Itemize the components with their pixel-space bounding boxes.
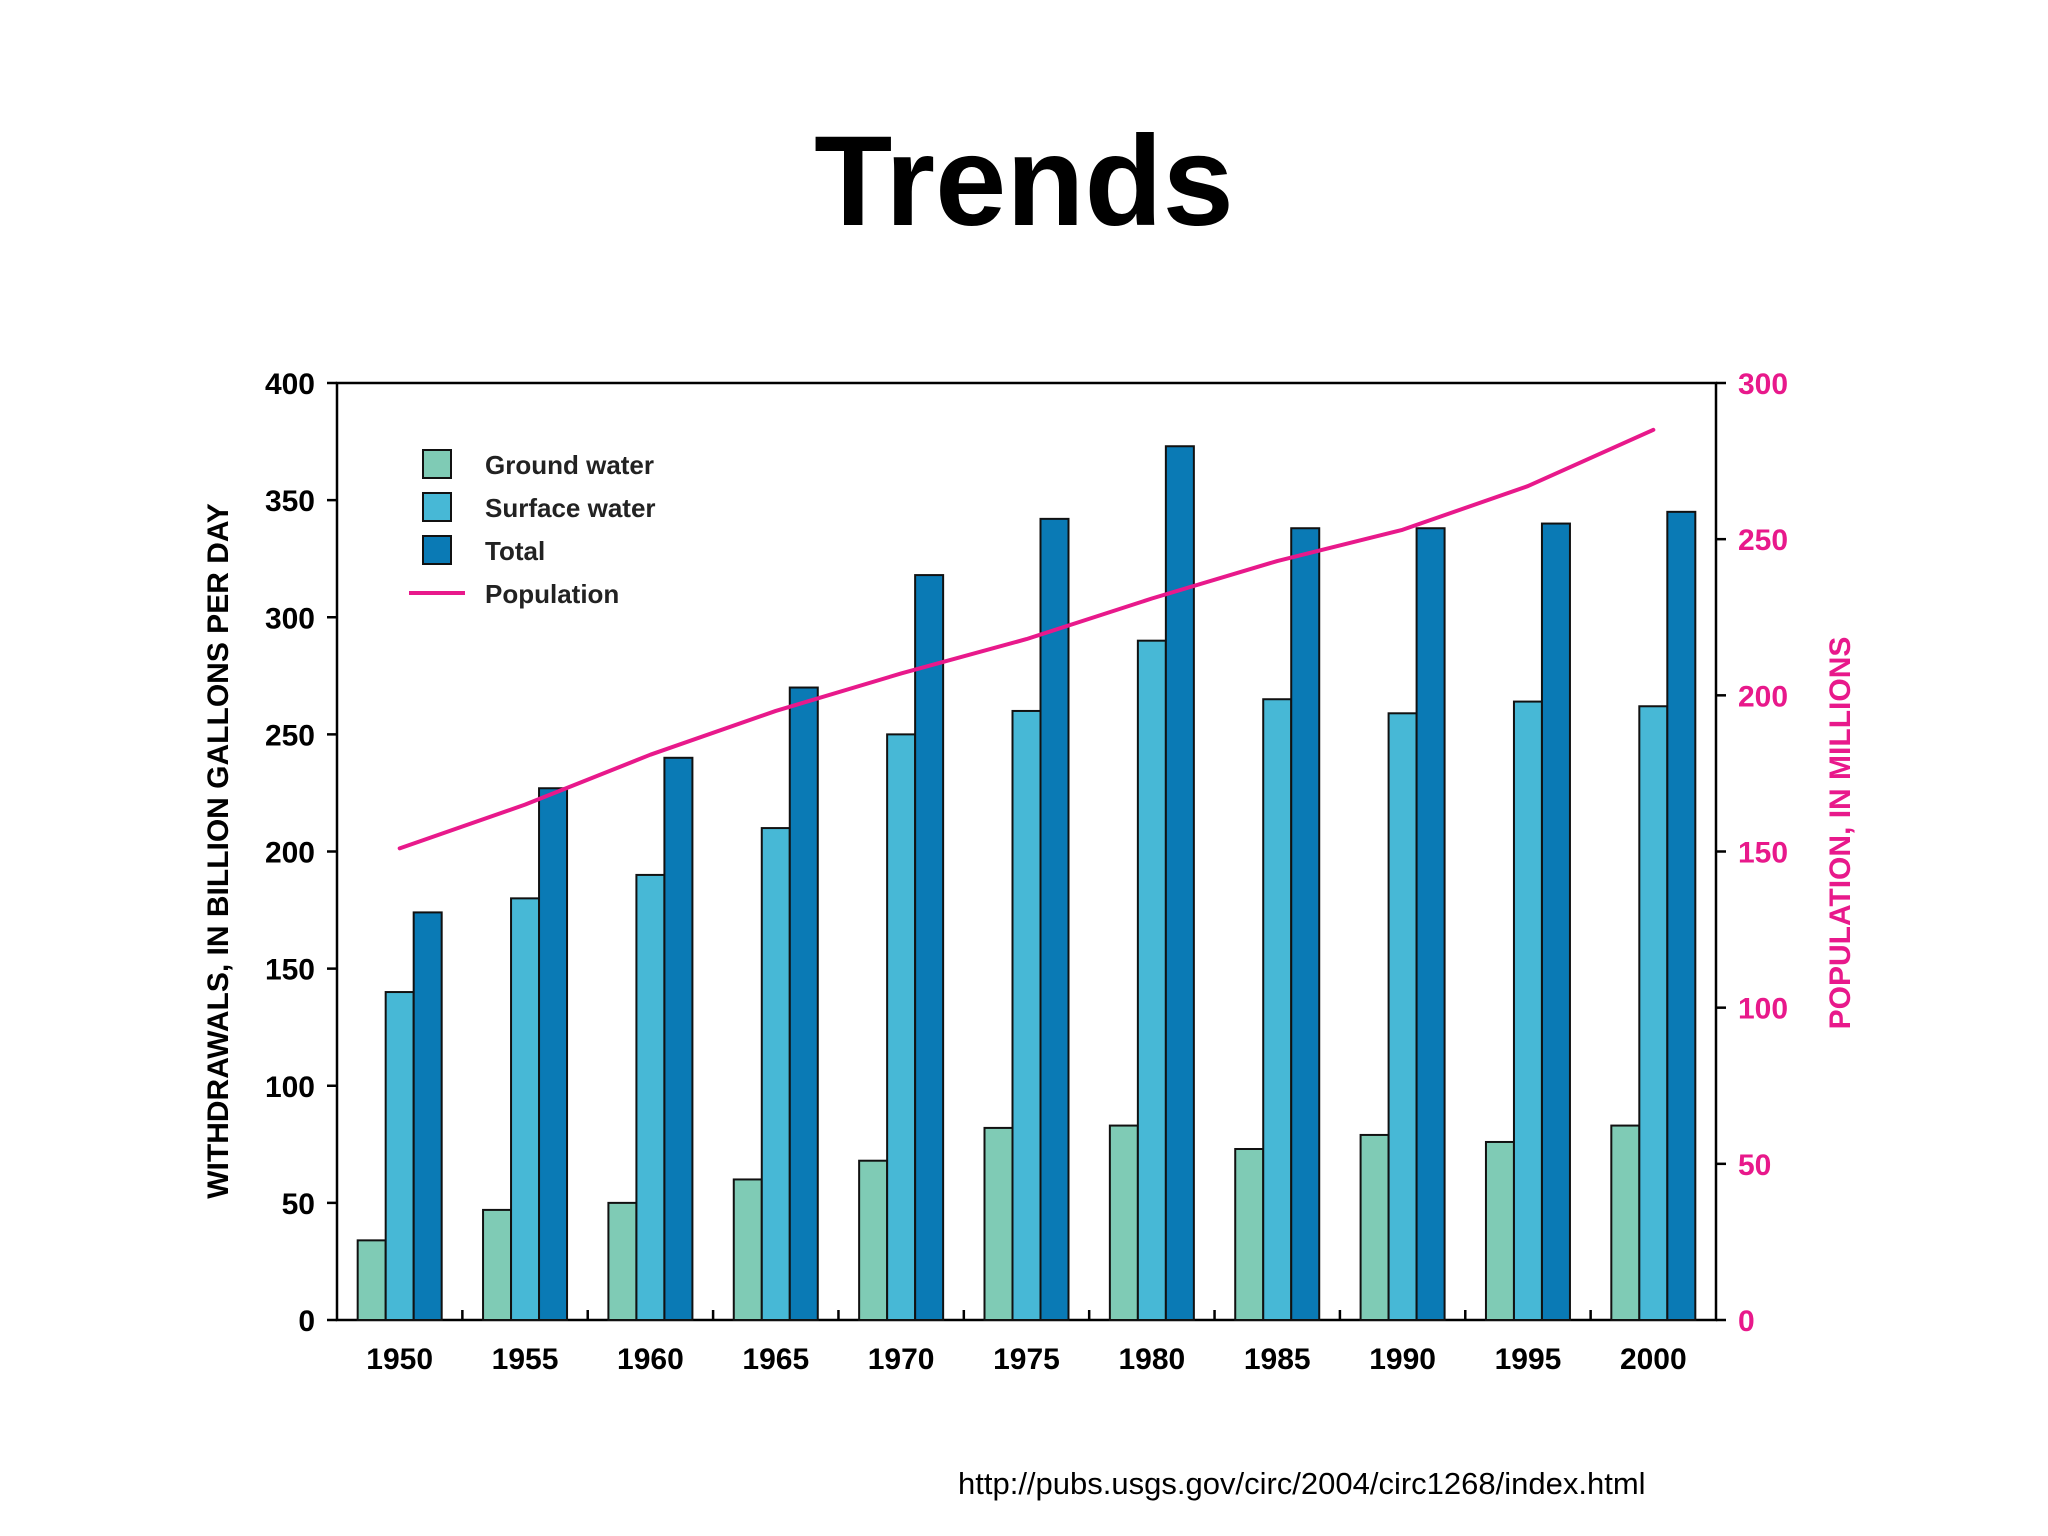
surface-water-bar [384,991,415,1321]
x-tick-label: 1985 [1244,1343,1311,1376]
y2-tick-label: 300 [1738,368,1788,401]
surface-water-bar [1512,700,1543,1321]
total-bar [1039,517,1070,1321]
x-tick-label: 2000 [1620,1343,1687,1376]
surface-water-bar [886,733,917,1321]
y-tick-label: 300 [265,602,315,635]
ground-water-bar [1108,1124,1139,1322]
x-tick-label: 1990 [1369,1343,1436,1376]
x-tick-label: 1955 [492,1343,559,1376]
total-bar [538,787,569,1321]
x-tick-label: 1970 [868,1343,935,1376]
surface-water-bar [635,873,666,1321]
x-tick-label: 1980 [1118,1343,1185,1376]
slide-title: Trends [814,110,1234,253]
ground-water-bar [607,1201,638,1321]
y2-tick-label: 200 [1738,680,1788,713]
surface-water-bar [510,897,541,1321]
y-axis-title: WITHDRAWALS, IN BILLION GALLONS PER DAY [202,503,235,1199]
total-bar [1290,527,1321,1321]
total-bar [788,686,819,1321]
legend-ground-water-swatch [422,449,452,479]
legend-total-label: Total [485,536,545,566]
surface-water-bar [1136,639,1167,1321]
x-tick-label: 1965 [742,1343,809,1376]
population-line [397,427,1656,851]
legend-surface-water-swatch [422,492,452,522]
total-bar [1415,527,1446,1321]
ground-water-bar [356,1239,387,1321]
y-tick-label: 0 [298,1305,315,1338]
x-tick-label: 1950 [366,1343,433,1376]
total-bar [1164,445,1195,1321]
surface-water-bar [760,827,791,1321]
x-tick-label: 1995 [1495,1343,1562,1376]
y2-tick-label: 0 [1738,1305,1755,1338]
ground-water-bar [1610,1124,1641,1322]
y2-tick-label: 100 [1738,993,1788,1026]
total-bar [914,574,945,1321]
surface-water-bar [1387,712,1418,1321]
ground-water-bar [1484,1140,1515,1321]
total-bar [412,911,443,1322]
total-bar [663,756,694,1321]
surface-water-bar [1638,705,1669,1321]
y-tick-label: 50 [282,1188,315,1221]
ground-water-bar [983,1126,1014,1322]
ground-water-bar [858,1159,889,1321]
legend-total-swatch [422,535,452,565]
x-tick-label: 1960 [617,1343,684,1376]
y2-axis-title: POPULATION, IN MILLIONS [1824,637,1857,1030]
surface-water-bar [1011,709,1042,1321]
y-tick-label: 100 [265,1071,315,1104]
total-bar [1666,510,1697,1321]
total-bar [1540,522,1571,1321]
ground-water-bar [1234,1147,1265,1322]
legend-population-label: Population [485,579,619,609]
surface-water-bar [1262,698,1293,1321]
y-tick-label: 200 [265,837,315,870]
y-tick-label: 250 [265,719,315,752]
y-tick-label: 400 [265,368,315,401]
legend-surface-water-label: Surface water [485,493,656,523]
y-tick-label: 350 [265,485,315,518]
legend-ground-water-label: Ground water [485,450,654,480]
y2-tick-label: 150 [1738,837,1788,870]
y2-tick-label: 50 [1738,1149,1771,1182]
source-url[interactable]: http://pubs.usgs.gov/circ/2004/circ1268/… [958,1466,1646,1501]
ground-water-bar [1359,1133,1390,1321]
y2-tick-label: 250 [1738,524,1788,557]
y-tick-label: 150 [265,954,315,987]
ground-water-bar [482,1208,513,1321]
ground-water-bar [732,1178,763,1321]
x-tick-label: 1975 [993,1343,1060,1376]
